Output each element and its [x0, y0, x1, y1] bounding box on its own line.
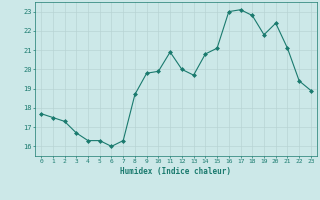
X-axis label: Humidex (Indice chaleur): Humidex (Indice chaleur)	[121, 167, 231, 176]
